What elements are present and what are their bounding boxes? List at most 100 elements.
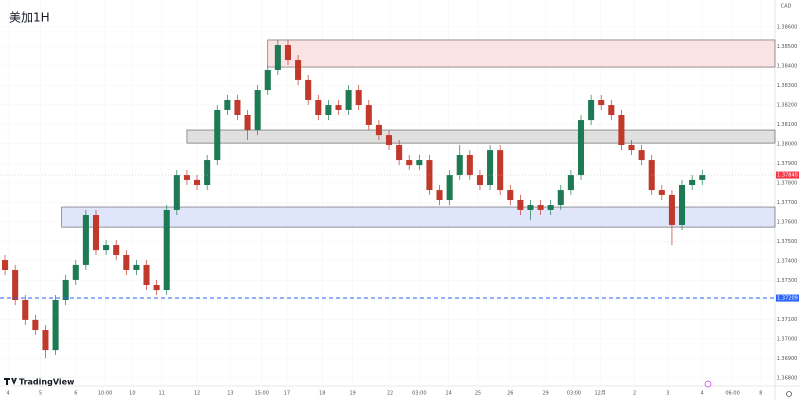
brand: TradingView — [19, 378, 75, 387]
zone — [61, 206, 776, 228]
x-tick-label: 15:00 — [254, 391, 268, 397]
y-tick-label: 1.37600 — [777, 219, 798, 225]
candle-body — [517, 200, 524, 210]
y-tick-label: 1.36900 — [777, 356, 798, 362]
candle-body — [163, 209, 170, 291]
x-tick-label: 12 — [194, 391, 200, 397]
x-tick-label: 4 — [6, 391, 9, 397]
y-tick-label: 1.37800 — [777, 180, 798, 186]
candle-body — [244, 115, 251, 131]
x-tick-label: 13 — [227, 391, 233, 397]
candle-body — [143, 264, 150, 285]
currency: CAD — [781, 4, 792, 10]
y-tick-label: 1.38500 — [777, 44, 798, 50]
candle-body — [305, 79, 312, 101]
alert-icon[interactable] — [704, 380, 712, 388]
candle-body — [436, 190, 443, 201]
y-tick-label: 1.38400 — [777, 63, 798, 69]
candle-body — [12, 269, 19, 301]
y-tick-label: 1.37300 — [777, 278, 798, 284]
candle-body — [628, 145, 635, 151]
candle-body — [103, 245, 110, 251]
candle-body — [335, 105, 342, 110]
x-tick-label: 18 — [319, 391, 325, 397]
x-tick-label: 17 — [284, 391, 290, 397]
candle-body — [547, 205, 554, 210]
x-tick-label: 19 — [349, 391, 355, 397]
settings-icon[interactable] — [786, 391, 792, 397]
candle-body — [133, 264, 140, 270]
last-price-bg — [776, 171, 799, 179]
candle-body — [173, 175, 180, 210]
candle-body — [295, 60, 302, 80]
candle-body — [234, 100, 241, 116]
y-tick-label: 1.38600 — [777, 24, 798, 30]
candle-body — [2, 260, 9, 270]
y-tick-label: 1.37400 — [777, 258, 798, 264]
candle-body — [42, 330, 49, 351]
y-tick-label: 1.38200 — [777, 102, 798, 108]
x-tick-label: 22 — [387, 391, 393, 397]
y-tick-label: 1.37100 — [777, 317, 798, 323]
candle-body — [456, 154, 463, 176]
candle-body — [284, 45, 292, 61]
candle-body — [668, 194, 675, 225]
candle-body — [92, 215, 100, 251]
candle-body — [274, 45, 281, 70]
candle-body — [598, 100, 605, 106]
candle-body — [355, 90, 362, 106]
y-tick-label: 1.38300 — [777, 83, 798, 89]
x-tick-label: 10:00 — [98, 391, 112, 397]
candle-body — [476, 175, 483, 185]
candle-body — [194, 179, 201, 185]
zone — [267, 39, 776, 68]
candle-body — [416, 160, 423, 166]
candle-body — [588, 100, 595, 121]
x-tick-label: 5 — [39, 391, 42, 397]
candle-body — [82, 215, 89, 265]
candle-body — [537, 205, 544, 210]
x-tick-label: 12月 — [595, 391, 606, 397]
x-tick-label: 26 — [507, 391, 513, 397]
candle-body — [52, 300, 59, 351]
candle-body — [204, 160, 211, 185]
x-tick-label: 10 — [129, 391, 135, 397]
candle-body — [22, 300, 29, 320]
candle-body — [699, 175, 706, 180]
y-tick-label: 1.36800 — [777, 375, 798, 381]
y-tick-label: 1.37500 — [777, 239, 798, 245]
candle-body — [62, 279, 69, 301]
candle-body — [375, 124, 382, 136]
x-tick-label: 03:00 — [412, 391, 426, 397]
x-tick-label: 8 — [759, 391, 762, 397]
candle-body — [365, 105, 372, 125]
candle-body — [487, 150, 494, 185]
y-tick-label: 1.37900 — [777, 161, 798, 167]
brand-logo: TradingView — [4, 378, 75, 387]
y-tick-label: 1.38100 — [777, 122, 798, 128]
candle-body — [385, 135, 393, 146]
candle-body — [72, 264, 79, 280]
x-tick-label: 2 — [633, 391, 636, 397]
candle-body — [254, 90, 261, 131]
x-tick-label: 4 — [701, 391, 704, 397]
x-tick-label: 29 — [542, 391, 548, 397]
candle-body — [497, 150, 504, 191]
candle-body — [315, 100, 322, 116]
x-tick-label: 24 — [445, 391, 451, 397]
zone — [186, 129, 776, 144]
candle-body — [507, 190, 514, 201]
x-tick-label: 3 — [666, 391, 669, 397]
x-tick-label: 6 — [74, 391, 77, 397]
candle-body — [618, 115, 625, 146]
level-label: 1.37209 — [777, 296, 798, 302]
last-price-label: 1.37840 — [777, 173, 798, 179]
y-tick-label: 1.37000 — [777, 336, 798, 342]
candle-body — [567, 175, 574, 191]
candle-body — [608, 105, 615, 116]
level-label-bg — [776, 294, 799, 302]
x-tick-label: 03:00 — [567, 391, 581, 397]
candle-body — [214, 109, 221, 161]
